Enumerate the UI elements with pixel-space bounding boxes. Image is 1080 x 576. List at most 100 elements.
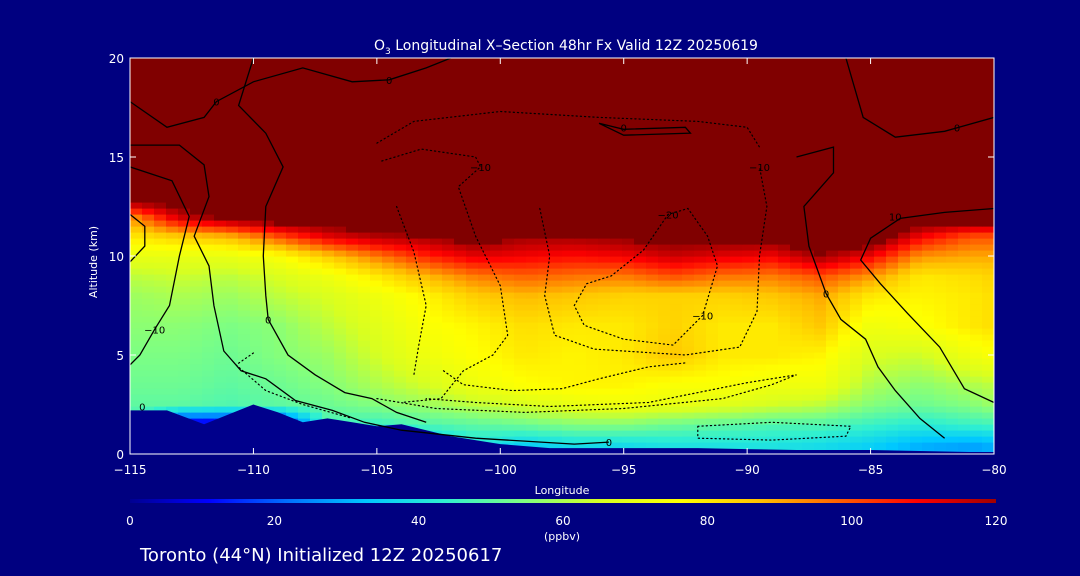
heatmap-cell xyxy=(358,166,371,173)
heatmap-cell xyxy=(970,94,983,101)
heatmap-cell xyxy=(430,412,443,419)
heatmap-cell xyxy=(790,262,803,269)
heatmap-cell xyxy=(754,418,767,425)
heatmap-cell xyxy=(970,322,983,329)
heatmap-cell xyxy=(898,88,911,95)
heatmap-cell xyxy=(778,226,791,233)
heatmap-cell xyxy=(202,106,215,113)
heatmap-cell xyxy=(262,238,275,245)
heatmap-cell xyxy=(502,220,515,227)
heatmap-cell xyxy=(898,238,911,245)
heatmap-cell xyxy=(646,172,659,179)
heatmap-cell xyxy=(598,106,611,113)
heatmap-cell xyxy=(922,376,935,383)
heatmap-cell xyxy=(718,70,731,77)
heatmap-cell xyxy=(730,340,743,347)
heatmap-cell xyxy=(622,58,635,65)
heatmap-cell xyxy=(298,118,311,125)
heatmap-cell xyxy=(202,406,215,413)
heatmap-cell xyxy=(382,220,395,227)
heatmap-cell xyxy=(490,346,503,353)
heatmap-cell xyxy=(958,436,971,443)
heatmap-cell xyxy=(406,334,419,341)
heatmap-cell xyxy=(250,388,263,395)
heatmap-cell xyxy=(574,352,587,359)
heatmap-cell xyxy=(226,58,239,65)
heatmap-cell xyxy=(766,142,779,149)
heatmap-cell xyxy=(250,220,263,227)
heatmap-cell xyxy=(214,94,227,101)
heatmap-cell xyxy=(694,184,707,191)
heatmap-cell xyxy=(934,376,947,383)
heatmap-cell xyxy=(490,268,503,275)
heatmap-cell xyxy=(970,148,983,155)
heatmap-cell xyxy=(922,190,935,197)
heatmap-cell xyxy=(454,268,467,275)
heatmap-cell xyxy=(466,424,479,431)
heatmap-cell xyxy=(226,340,239,347)
heatmap-cell xyxy=(718,106,731,113)
heatmap-cell xyxy=(694,64,707,71)
heatmap-cell xyxy=(874,328,887,335)
heatmap-cell xyxy=(838,58,851,65)
heatmap-cell xyxy=(226,268,239,275)
heatmap-cell xyxy=(178,280,191,287)
heatmap-cell xyxy=(910,376,923,383)
heatmap-cell xyxy=(850,442,863,449)
heatmap-cell xyxy=(226,388,239,395)
heatmap-cell xyxy=(886,160,899,167)
heatmap-cell xyxy=(718,238,731,245)
heatmap-cell xyxy=(706,382,719,389)
heatmap-cell xyxy=(514,394,527,401)
heatmap-cell xyxy=(190,244,203,251)
heatmap-cell xyxy=(598,418,611,425)
heatmap-cell xyxy=(418,142,431,149)
heatmap-cell xyxy=(646,220,659,227)
heatmap-cell xyxy=(934,118,947,125)
heatmap-cell xyxy=(550,220,563,227)
heatmap-cell xyxy=(754,352,767,359)
heatmap-cell xyxy=(922,220,935,227)
heatmap-cell xyxy=(214,394,227,401)
heatmap-cell xyxy=(514,430,527,437)
heatmap-cell xyxy=(130,382,143,389)
heatmap-cell xyxy=(610,82,623,89)
heatmap-cell xyxy=(538,412,551,419)
heatmap-cell xyxy=(550,388,563,395)
heatmap-cell xyxy=(586,436,599,443)
heatmap-cell xyxy=(742,226,755,233)
heatmap-cell xyxy=(286,328,299,335)
heatmap-cell xyxy=(910,64,923,71)
heatmap-cell xyxy=(238,148,251,155)
heatmap-cell xyxy=(910,424,923,431)
heatmap-cell xyxy=(574,154,587,161)
heatmap-cell xyxy=(250,100,263,107)
heatmap-cell xyxy=(142,148,155,155)
heatmap-cell xyxy=(574,148,587,155)
heatmap-cell xyxy=(286,334,299,341)
heatmap-cell xyxy=(694,424,707,431)
heatmap-cell xyxy=(154,352,167,359)
heatmap-cell xyxy=(442,136,455,143)
heatmap-cell xyxy=(130,388,143,395)
heatmap-cell xyxy=(610,226,623,233)
heatmap-cell xyxy=(862,292,875,299)
heatmap-cell xyxy=(946,136,959,143)
heatmap-cell xyxy=(310,202,323,209)
heatmap-cell xyxy=(658,184,671,191)
heatmap-cell xyxy=(658,64,671,71)
heatmap-cell xyxy=(694,316,707,323)
heatmap-cell xyxy=(142,196,155,203)
heatmap-cell xyxy=(478,334,491,341)
heatmap-cell xyxy=(298,376,311,383)
heatmap-cell xyxy=(202,382,215,389)
heatmap-cell xyxy=(658,58,671,65)
heatmap-cell xyxy=(334,94,347,101)
heatmap-cell xyxy=(814,136,827,143)
heatmap-cell xyxy=(334,292,347,299)
heatmap-cell xyxy=(562,376,575,383)
contour-label: 0 xyxy=(606,438,612,449)
heatmap-cell xyxy=(850,154,863,161)
heatmap-cell xyxy=(922,82,935,89)
heatmap-cell xyxy=(166,94,179,101)
